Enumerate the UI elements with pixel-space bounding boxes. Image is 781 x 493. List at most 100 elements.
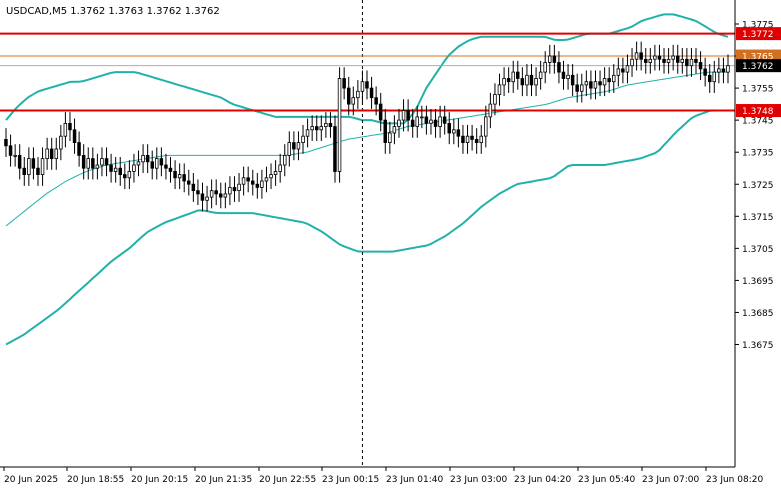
candle-body bbox=[470, 135, 474, 140]
bollinger-lower-line bbox=[5, 109, 728, 346]
candle-body bbox=[621, 68, 625, 73]
candle-body bbox=[378, 103, 383, 121]
candle-body bbox=[72, 129, 77, 144]
candle-body bbox=[159, 158, 164, 166]
candle-body bbox=[209, 190, 214, 198]
candle-body bbox=[580, 84, 584, 92]
candle-body bbox=[662, 58, 666, 63]
candle-body bbox=[145, 154, 150, 163]
candle-body bbox=[593, 81, 598, 89]
candle-body bbox=[278, 164, 282, 172]
candle-body bbox=[406, 110, 410, 121]
level-label-text: 1.3762 bbox=[742, 62, 774, 72]
candle-body bbox=[241, 177, 246, 185]
candle-body bbox=[648, 58, 653, 63]
candle-body bbox=[506, 78, 511, 83]
x-tick-label: 20 Jun 18:55 bbox=[67, 475, 124, 485]
candle-body bbox=[721, 68, 726, 73]
candle-body bbox=[177, 174, 182, 179]
candle-body bbox=[154, 158, 159, 169]
x-tick-label: 23 Jun 01:40 bbox=[386, 475, 443, 485]
candle-body bbox=[538, 71, 543, 79]
candle-body bbox=[22, 167, 26, 175]
candle-body bbox=[474, 138, 479, 143]
candle-body bbox=[717, 68, 721, 73]
candle-body bbox=[168, 167, 173, 172]
candle-body bbox=[191, 183, 196, 191]
candle-body bbox=[452, 129, 456, 134]
candle-body bbox=[54, 148, 59, 160]
candle-body bbox=[420, 116, 424, 119]
candle-body bbox=[118, 167, 123, 175]
candle-body bbox=[109, 164, 113, 172]
candle-body bbox=[557, 62, 561, 73]
candle-body bbox=[150, 161, 154, 169]
candle-body bbox=[374, 97, 378, 105]
candle-body bbox=[433, 119, 438, 127]
candle-body bbox=[342, 78, 346, 89]
candle-body bbox=[45, 148, 49, 160]
candle-body bbox=[657, 55, 662, 60]
candle-body bbox=[712, 71, 717, 83]
candle-body bbox=[534, 78, 538, 86]
candle-body bbox=[292, 142, 296, 150]
candle-body bbox=[8, 145, 13, 156]
symbol-header: USDCAD,M5 1.3762 1.3763 1.3762 1.3762 bbox=[6, 6, 220, 17]
candle-body bbox=[689, 58, 694, 67]
candle-body bbox=[287, 142, 291, 156]
candle-body bbox=[356, 90, 360, 99]
candle-body bbox=[273, 170, 278, 175]
candle-body bbox=[113, 167, 118, 172]
candle-body bbox=[493, 94, 497, 105]
candle-body bbox=[625, 65, 630, 73]
candle-body bbox=[264, 177, 269, 182]
candle-body bbox=[488, 103, 493, 118]
candle-body bbox=[218, 193, 223, 198]
candle-body bbox=[502, 78, 506, 86]
candle-body bbox=[40, 158, 45, 176]
candle-body bbox=[401, 110, 406, 121]
candle-body bbox=[644, 58, 648, 63]
candle-body bbox=[95, 164, 100, 169]
candle-body bbox=[639, 52, 643, 60]
candle-body bbox=[68, 123, 72, 131]
candle-body bbox=[525, 74, 529, 86]
candle-body bbox=[429, 119, 433, 124]
candle-body bbox=[127, 170, 132, 179]
candle-body bbox=[680, 58, 685, 63]
candle-body bbox=[351, 97, 355, 105]
candle-body bbox=[447, 123, 451, 134]
candle-body bbox=[612, 74, 616, 83]
candle-body bbox=[4, 138, 8, 147]
candle-body bbox=[13, 154, 17, 157]
candle-body bbox=[136, 161, 141, 166]
candle-body bbox=[173, 170, 177, 179]
candle-body bbox=[607, 78, 611, 83]
level-label-box bbox=[736, 59, 781, 73]
x-tick-label: 20 Jun 21:35 bbox=[195, 475, 252, 485]
y-tick-label: 1.3775 bbox=[742, 21, 774, 31]
candle-body bbox=[17, 154, 22, 169]
candle-body bbox=[698, 62, 703, 70]
candle-body bbox=[461, 135, 465, 143]
candle-body bbox=[397, 119, 401, 127]
candle-body bbox=[337, 78, 342, 172]
x-tick-label: 20 Jun 2025 bbox=[4, 475, 58, 485]
candle-body bbox=[442, 116, 447, 124]
candle-body bbox=[552, 55, 557, 63]
candle-body bbox=[589, 81, 593, 89]
x-tick-label: 23 Jun 00:15 bbox=[322, 475, 379, 485]
level-label-box bbox=[736, 104, 781, 118]
candle-body bbox=[392, 126, 397, 134]
candle-body bbox=[324, 123, 328, 128]
y-tick-label: 1.3735 bbox=[742, 149, 774, 159]
x-tick-label: 23 Jun 08:20 bbox=[706, 475, 763, 485]
y-tick-label: 1.3715 bbox=[742, 213, 774, 223]
candle-body bbox=[438, 116, 442, 127]
candle-body bbox=[685, 58, 689, 67]
y-tick-label: 1.3705 bbox=[742, 245, 774, 255]
candles bbox=[4, 41, 730, 212]
